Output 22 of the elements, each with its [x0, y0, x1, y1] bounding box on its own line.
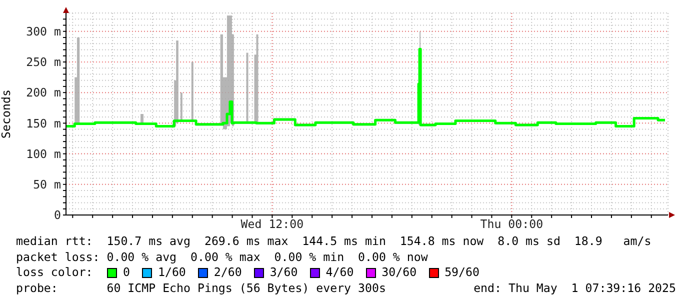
legend-label: 1/60 — [158, 265, 186, 280]
y-tick-label: 0 — [54, 208, 62, 222]
y-tick-label: 300 m — [26, 24, 62, 38]
text: probe: 60 ICMP Echo Pings (56 Bytes) every 300s — [16, 280, 386, 296]
y-axis-title: Seconds — [0, 90, 14, 138]
legend-label: 0 — [123, 265, 130, 280]
text: median rtt: 150.7 ms avg 269.6 ms max 144.5 ms min 154.8 ms now 8.0 ms sd 18.9 am/s — [16, 234, 652, 250]
legend-label: 3/60 — [270, 265, 298, 280]
y-tick-label: 250 m — [26, 55, 62, 70]
legend-label: 59/60 — [444, 265, 480, 280]
y-tick-label: 100 m — [26, 146, 62, 161]
x-tick-label: Wed 12:00 — [240, 217, 304, 232]
y-tick-label: 200 m — [26, 86, 62, 100]
y-tick-label: 50 m — [33, 178, 62, 192]
legend-label: 30/60 — [382, 265, 417, 280]
x-tick-label: Thu 00:00 — [480, 217, 544, 232]
legend-label: 4/60 — [326, 265, 354, 280]
text: end: Thu May 1 07:39:16 2025 — [474, 280, 676, 296]
y-tick-label: 150 m — [26, 116, 62, 130]
legend-label: 2/60 — [214, 265, 242, 280]
legend-title: loss color: — [16, 265, 94, 280]
text: packet loss: 0.00 % avg 0.00 % max 0.00 % min 0.00 % now — [16, 250, 429, 265]
